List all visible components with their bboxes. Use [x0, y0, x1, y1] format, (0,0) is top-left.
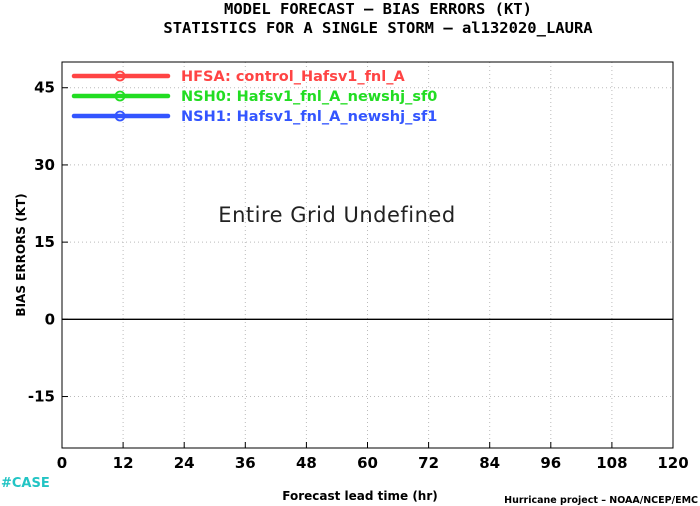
x-tick-label: 84 [479, 454, 500, 472]
legend: HFSA: control_Hafsv1_fnl_A NSH0: Hafsv1_f… [71, 69, 437, 125]
x-tick-label: 120 [657, 454, 688, 472]
x-tick-label: 24 [174, 454, 195, 472]
y-tick-label: 0 [45, 310, 55, 328]
x-axis-label: Forecast lead time (hr) [282, 489, 438, 503]
y-tick-label: 30 [34, 156, 55, 174]
x-tick-label: 48 [296, 454, 317, 472]
y-axis-ticks: 45 30 15 0 -15 [28, 79, 68, 406]
x-tick-label: 36 [235, 454, 256, 472]
chart-subtitle: STATISTICS FOR A SINGLE STORM – al132020… [163, 19, 593, 37]
legend-marker-2 [114, 90, 126, 102]
x-tick-label: 96 [540, 454, 561, 472]
y-axis-label: BIAS ERRORS (KT) [14, 193, 28, 316]
legend-entry-3: NSH1: Hafsv1_fnl_A_newshj_sf1 [181, 109, 437, 125]
x-tick-label: 0 [57, 454, 67, 472]
case-label: #CASE [1, 476, 50, 491]
x-tick-label: 12 [113, 454, 134, 472]
y-tick-label: -15 [28, 388, 55, 406]
x-tick-label: 60 [357, 454, 378, 472]
x-axis-ticks: 0 12 24 36 48 60 72 84 96 108 120 [57, 442, 689, 472]
x-tick-label: 108 [596, 454, 627, 472]
legend-marker-1 [114, 70, 126, 82]
x-tick-label: 72 [418, 454, 439, 472]
chart-title: MODEL FORECAST – BIAS ERRORS (KT) [224, 0, 532, 18]
y-tick-label: 15 [34, 233, 55, 251]
legend-entry-2: NSH0: Hafsv1_fnl_A_newshj_sf0 [181, 89, 437, 105]
no-data-annotation: Entire Grid Undefined [218, 203, 455, 227]
grid-lines [62, 62, 673, 448]
credit-label: Hurricane project – NOAA/NCEP/EMC [504, 495, 698, 506]
legend-marker-3 [114, 110, 126, 122]
legend-entry-1: HFSA: control_Hafsv1_fnl_A [181, 69, 405, 85]
y-tick-label: 45 [34, 79, 55, 97]
